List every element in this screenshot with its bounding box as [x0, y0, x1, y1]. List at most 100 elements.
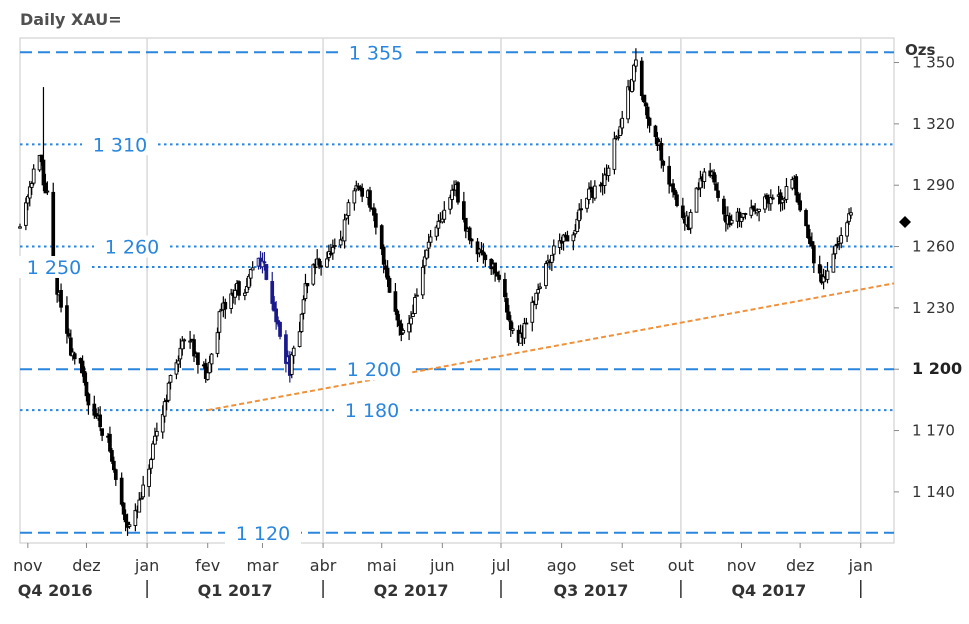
- candle-body: [579, 208, 584, 211]
- candle-body: [229, 293, 234, 309]
- x-month-label: jan: [848, 556, 873, 575]
- candle-body: [794, 176, 799, 196]
- candle-body: [481, 251, 486, 256]
- candle-body: [641, 94, 646, 103]
- x-month-label: dez: [786, 556, 814, 575]
- candle-body: [24, 202, 28, 226]
- candle-body: [317, 258, 322, 266]
- candle-body: [237, 281, 241, 296]
- candle-body: [839, 235, 844, 244]
- candle-body: [325, 258, 329, 268]
- candle-body: [675, 194, 679, 206]
- level-label-bg: [334, 399, 410, 422]
- candle-body: [332, 245, 337, 247]
- x-month-label: dez: [72, 556, 100, 575]
- candle-body: [123, 514, 128, 523]
- y-tick-label: 1 260: [912, 238, 955, 256]
- candle-body: [696, 187, 701, 190]
- x-month-label: jun: [429, 556, 455, 575]
- candle-body: [379, 225, 384, 250]
- candle-body: [743, 213, 748, 215]
- candle-body: [248, 269, 253, 279]
- candle-body: [643, 102, 648, 107]
- x-quarter-label: Q4 2017: [731, 581, 806, 600]
- x-month-label: ago: [547, 556, 577, 575]
- candle-body: [538, 286, 542, 289]
- x-month-label: fev: [195, 556, 220, 575]
- candle-body: [147, 468, 151, 487]
- x-quarter-label: Q2 2017: [374, 581, 449, 600]
- candle-body: [86, 393, 91, 406]
- candle-body: [694, 187, 699, 213]
- y-tick-label: 1 350: [912, 54, 955, 72]
- candle-body: [319, 265, 323, 268]
- candle-body: [360, 187, 365, 197]
- candle-body: [381, 246, 386, 265]
- candle-body: [168, 375, 173, 383]
- candle-body: [424, 249, 429, 259]
- candle-body: [342, 219, 347, 242]
- candle-body: [270, 281, 275, 304]
- candle-body: [411, 313, 415, 317]
- candle-body: [422, 256, 427, 267]
- candle-body: [127, 524, 132, 527]
- candle-body: [299, 313, 304, 332]
- candle-body: [352, 190, 357, 204]
- candle-body: [817, 264, 822, 274]
- candle-body: [133, 509, 138, 526]
- x-month-label: out: [668, 556, 694, 575]
- candle-body: [59, 290, 63, 308]
- candle-body: [72, 353, 77, 360]
- x-month-label: jul: [490, 556, 510, 575]
- candle-body: [67, 333, 71, 337]
- candle-body: [330, 246, 335, 254]
- candle-body: [415, 294, 419, 297]
- candle-body: [831, 253, 836, 273]
- candle-body: [151, 443, 155, 460]
- candle-body: [739, 216, 744, 222]
- plot-area: [19, 37, 895, 544]
- candle-body: [659, 142, 664, 161]
- level-label-bg: [225, 521, 301, 544]
- candle-body: [508, 320, 513, 331]
- candle-body: [768, 197, 773, 205]
- candle-body: [305, 282, 310, 287]
- candle-body: [121, 502, 126, 515]
- candle-body: [456, 182, 460, 203]
- y-tick-label: 1 200: [912, 359, 962, 378]
- level-label: 1 355: [349, 42, 403, 64]
- candle-body: [673, 189, 677, 196]
- candle-body: [205, 372, 210, 380]
- candle-body: [407, 322, 411, 333]
- level-label-bg: [336, 358, 412, 381]
- candle-body: [626, 86, 630, 120]
- candle-body: [387, 277, 392, 293]
- candle-body: [110, 450, 114, 462]
- candle-body: [192, 339, 196, 357]
- candle-body: [616, 136, 621, 139]
- candle-body: [112, 460, 116, 471]
- x-month-label: jan: [134, 556, 159, 575]
- candle-body: [368, 190, 372, 208]
- trendline-group: [207, 282, 895, 412]
- level-label: 1 180: [345, 400, 399, 422]
- candle-body: [160, 414, 165, 433]
- candle-body: [291, 347, 296, 357]
- candle-body: [113, 469, 118, 480]
- candle-body: [442, 209, 447, 220]
- candle-body: [522, 323, 527, 339]
- y-tick-label: 1 170: [912, 422, 955, 440]
- current-price-marker: [899, 216, 911, 229]
- candle-body: [82, 371, 87, 383]
- candle-body: [188, 340, 192, 343]
- candle-body: [845, 222, 849, 237]
- candle-body: [475, 241, 480, 255]
- candle-body: [196, 352, 200, 365]
- candle-body: [835, 243, 840, 246]
- candle-body: [461, 201, 466, 220]
- x-month-label: nov: [727, 556, 756, 575]
- x-month-label: abr: [310, 556, 337, 575]
- y-tick-label: 1 230: [912, 299, 955, 317]
- level-label-bg: [16, 255, 92, 278]
